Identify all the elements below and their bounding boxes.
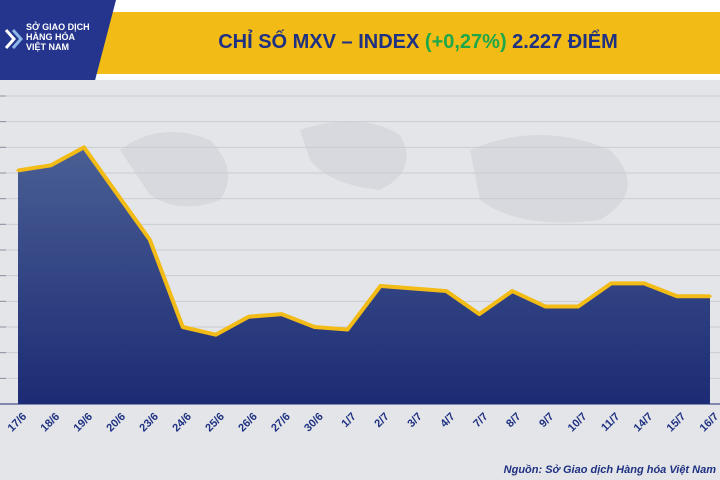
- background-map-decoration: [120, 121, 628, 223]
- x-tick-label: 4/7: [438, 411, 457, 430]
- x-tick-label: 1/7: [339, 411, 358, 430]
- x-tick-label: 2/7: [372, 411, 391, 430]
- data-point: [444, 289, 448, 293]
- x-tick-label: 20/6: [104, 411, 128, 435]
- x-tick-label: 9/7: [537, 411, 556, 430]
- data-point: [280, 312, 284, 316]
- data-point: [576, 304, 580, 308]
- x-tick-label: 26/6: [236, 411, 260, 435]
- source-note: Nguồn: Sở Giao dịch Hàng hóa Việt Nam: [503, 464, 716, 476]
- chart-header: SỞ GIAO DỊCH HÀNG HÓA VIỆT NAM CHỈ SỐ MX…: [0, 0, 720, 80]
- x-tick-label: 16/7: [698, 411, 720, 435]
- data-point: [82, 145, 86, 149]
- x-tick-label: 18/6: [39, 411, 63, 435]
- x-tick-label: 10/7: [566, 411, 590, 435]
- chart-title: CHỈ SỐ MXV – INDEX (+0,27%) 2.227 ĐIỂM: [116, 24, 720, 60]
- x-tick-label: 19/6: [71, 411, 95, 435]
- logo-line-2: HÀNG HÓA: [26, 32, 75, 42]
- series-area: [18, 147, 710, 405]
- x-tick-label: 17/6: [6, 411, 30, 435]
- data-point: [510, 289, 514, 293]
- logo-text: SỞ GIAO DỊCH HÀNG HÓA VIỆT NAM: [26, 22, 106, 52]
- data-point: [477, 312, 481, 316]
- data-point: [378, 284, 382, 288]
- data-point: [708, 294, 712, 298]
- mxv-index-area-chart: 17/6 18/6 19/6 20/6 23/6 24/6 25/6 26/6 27/6 30/6…: [0, 95, 720, 435]
- x-tick-label: 7/7: [471, 411, 490, 430]
- data-point: [214, 333, 218, 337]
- data-point: [675, 294, 679, 298]
- x-tick-label: 8/7: [504, 411, 523, 430]
- data-point: [148, 238, 152, 242]
- data-point: [411, 287, 415, 290]
- data-point: [16, 168, 20, 172]
- x-tick-label: 11/7: [599, 411, 622, 434]
- x-tick-label: 30/6: [302, 411, 326, 435]
- x-tick-label: 25/6: [203, 411, 227, 435]
- data-point: [642, 281, 646, 285]
- data-point: [543, 304, 547, 308]
- logo-line-1: SỞ GIAO DỊCH: [26, 22, 90, 32]
- mxv-logo-icon: [4, 29, 24, 49]
- x-tick-label: 3/7: [405, 411, 424, 430]
- data-point: [313, 325, 317, 329]
- title-value: 2.227 ĐIỂM: [506, 31, 618, 53]
- title-change: (+0,27%): [424, 31, 507, 53]
- data-point: [247, 315, 251, 319]
- mxv-logo: SỞ GIAO DỊCH HÀNG HÓA VIỆT NAM: [0, 0, 116, 80]
- x-tick-label: 14/7: [632, 411, 656, 435]
- title-banner: [12, 12, 720, 74]
- logo-line-3: VIỆT NAM: [26, 42, 70, 52]
- x-tick-label: 24/6: [170, 411, 194, 435]
- x-tick-label: 27/6: [269, 411, 293, 435]
- x-tick-label: 15/7: [665, 411, 689, 435]
- data-point: [609, 281, 613, 285]
- title-main: CHỈ SỐ MXV – INDEX: [218, 31, 425, 53]
- data-point: [181, 325, 185, 329]
- chart-area-background: 17/6 18/6 19/6 20/6 23/6 24/6 25/6 26/6 27/6 30/6…: [0, 80, 720, 480]
- x-tick-label: 23/6: [137, 411, 161, 435]
- data-point: [49, 163, 53, 167]
- data-point: [115, 192, 119, 196]
- series-line: [17, 145, 710, 337]
- data-point: [346, 328, 350, 332]
